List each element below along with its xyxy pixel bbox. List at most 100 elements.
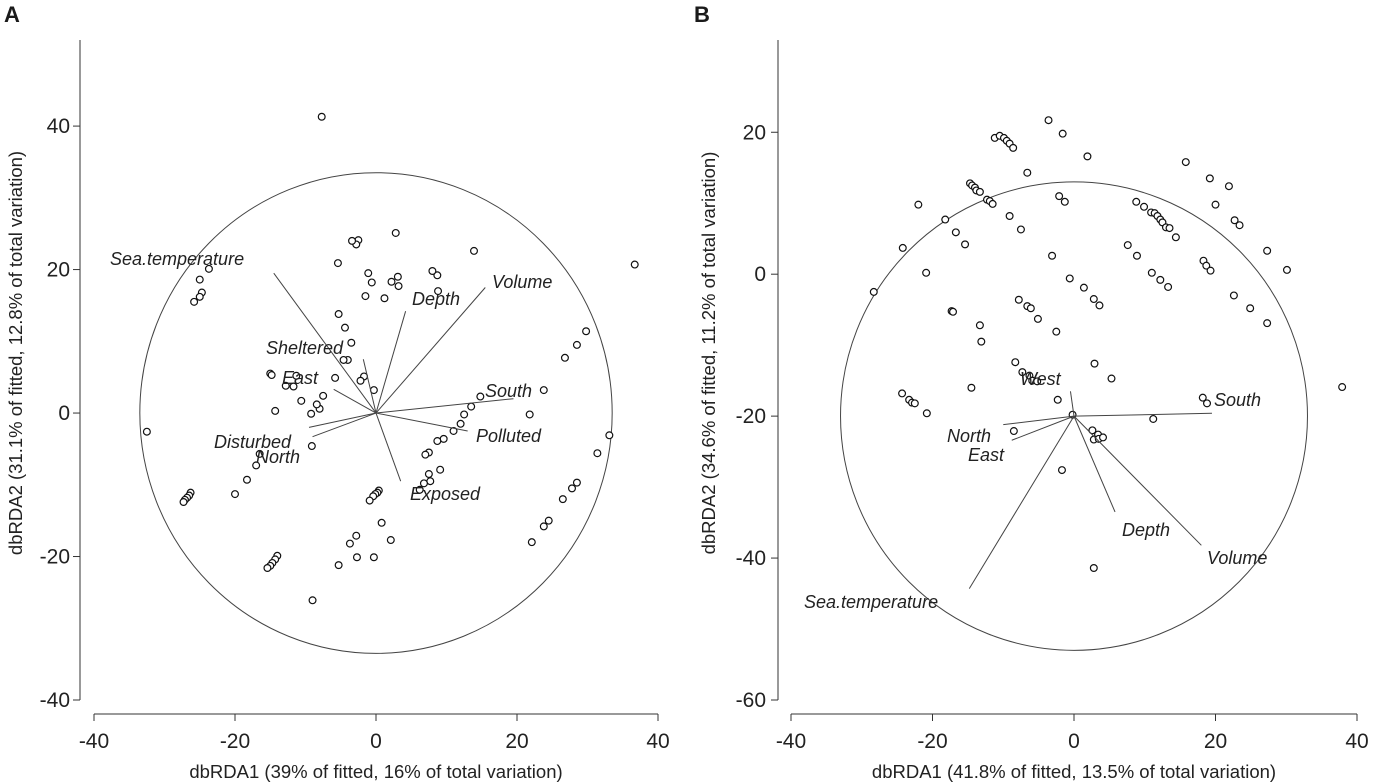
panel-b-data-point — [988, 199, 997, 208]
panel-a-plot-group: -40 -20 0 20 40 -40 -20 0 20 40 dbRDA1 (39% of fit… — [5, 40, 670, 782]
panel-a-data-point — [377, 518, 386, 527]
panel-a-data-point — [352, 553, 361, 562]
panel-a-data-point — [436, 465, 445, 474]
panel-b-data-point — [1203, 399, 1212, 408]
panel-b-data-point — [1052, 327, 1061, 336]
panel-b-vector-line — [1073, 415, 1116, 513]
panel-a-data-point — [387, 277, 396, 286]
panel-a-data-point — [572, 340, 581, 349]
panel-a-data-point — [340, 323, 349, 332]
panel-a-data-point — [582, 327, 591, 336]
panel-b-data-point — [961, 240, 970, 249]
panel-b-y-tick-label: 0 — [754, 263, 766, 286]
panel-a-data-point — [281, 381, 290, 390]
panel-b-data-point — [1009, 143, 1018, 152]
panel-a-vector-line — [375, 398, 514, 414]
panel-b-data-point — [1211, 200, 1220, 209]
panel-a-vector-line — [375, 311, 407, 414]
panel-a-data-point — [307, 442, 316, 451]
panel-a-data-point — [630, 260, 639, 269]
panel-a-data-point — [317, 112, 326, 121]
panel-a-data-point — [195, 275, 204, 284]
panel-a-data-point — [365, 496, 374, 505]
panel-b-data-point — [1205, 174, 1214, 183]
panel-a-y-tick-label: -20 — [40, 546, 70, 569]
panel-b-data-point — [1060, 197, 1069, 206]
panel-b-data-point — [1263, 246, 1272, 255]
panel-b-vector-line — [1011, 415, 1075, 441]
panel-a-x-tick-label: 0 — [370, 730, 382, 753]
panel-a-data-point — [367, 278, 376, 287]
panel-a-x-tick-label: -40 — [79, 730, 109, 753]
panel-a-data-point — [297, 396, 306, 405]
panel-b-x-tick-label: 0 — [1068, 730, 1080, 753]
panel-a-vector-label: East — [282, 368, 319, 388]
panel-a-data-point — [231, 490, 240, 499]
panel-a-y-tick-label: 0 — [58, 402, 70, 425]
panel-b-data-point — [1089, 563, 1098, 572]
panel-b-data-point — [1079, 283, 1088, 292]
panel-b-data-point — [1147, 268, 1156, 277]
panel-b-vector-line — [968, 415, 1075, 589]
panel-a-vector-line — [375, 412, 468, 432]
panel-a-data-point — [428, 267, 437, 276]
panel-a-letter: A — [4, 2, 20, 27]
panel-b-data-point — [951, 228, 960, 237]
panel-b-data-point — [1181, 158, 1190, 167]
panel-a-data-point — [415, 485, 424, 494]
panel-b-data-point — [1198, 393, 1207, 402]
panel-b-data-point — [898, 389, 907, 398]
panel-a-data-point — [527, 538, 536, 547]
panel-b-vector-line — [1073, 412, 1212, 417]
panel-b-data-point — [967, 383, 976, 392]
panel-a-vector-line — [333, 388, 377, 414]
panel-a-vector-label: Sheltered — [266, 338, 344, 358]
panel-b-vector-label: Sea.temperature — [804, 592, 938, 612]
panel-a-vector-line — [362, 359, 377, 414]
panel-b-data-point — [1202, 261, 1211, 270]
panel-a-vector-line — [375, 287, 486, 414]
panel-b-data-point — [1048, 251, 1057, 260]
panel-b-data-point — [1206, 266, 1215, 275]
panel-b-data-point — [1230, 216, 1239, 225]
panel-a-data-point — [352, 531, 361, 540]
panel-b-data-point — [1132, 197, 1141, 206]
panel-a-data-point — [179, 498, 188, 507]
panel-a-data-point — [142, 427, 151, 436]
panel-a-data-point — [361, 292, 370, 301]
panel-a-y-tick-label: -40 — [40, 689, 70, 712]
panel-b-data-point — [977, 337, 986, 346]
panel-b-data-point — [1044, 116, 1053, 125]
panel-a-data-point — [267, 371, 276, 380]
panel-a-vector-label: South — [485, 381, 532, 401]
panel-a-vector-label: Polluted — [476, 426, 542, 446]
panel-b-data-point — [1099, 433, 1108, 442]
panel-b-data-point — [1009, 427, 1018, 436]
panel-b-data-point — [949, 307, 958, 316]
panel-a-vector-label: Disturbed — [214, 432, 292, 452]
panel-b-x-tick-label: -20 — [917, 730, 947, 753]
panel-b-data-point — [1088, 426, 1097, 435]
panel-a-vector-line — [312, 412, 377, 438]
panel-a-data-point — [319, 391, 328, 400]
panel-b-data-point — [1282, 265, 1291, 274]
panel-a-x-tick-label: 20 — [505, 730, 528, 753]
panel-b-data-point — [1018, 368, 1027, 377]
panel-b-data-point — [1033, 377, 1042, 386]
panel-a-vector-label: Exposed — [410, 484, 481, 504]
panel-a-data-point — [391, 228, 400, 237]
panel-b-vector-label: Depth — [1122, 520, 1170, 540]
panel-b-y-tick-label: -20 — [736, 405, 766, 428]
panel-a-data-point — [394, 282, 403, 291]
panel-a-x-tick-label: 40 — [646, 730, 669, 753]
panel-a-y-axis-title: dbRDA2 (31.1% of fitted, 12.8% of total … — [5, 151, 26, 555]
panel-a-data-point — [386, 536, 395, 545]
panel-a-data-point — [434, 287, 443, 296]
panel-b-data-point — [1165, 224, 1174, 233]
panel-a-data-point — [421, 450, 430, 459]
panel-a-data-point — [593, 449, 602, 458]
panel-b-data-point — [1132, 251, 1141, 260]
panel-a-y-tick-label: 20 — [47, 259, 70, 282]
panel-b-data-point — [975, 321, 984, 330]
